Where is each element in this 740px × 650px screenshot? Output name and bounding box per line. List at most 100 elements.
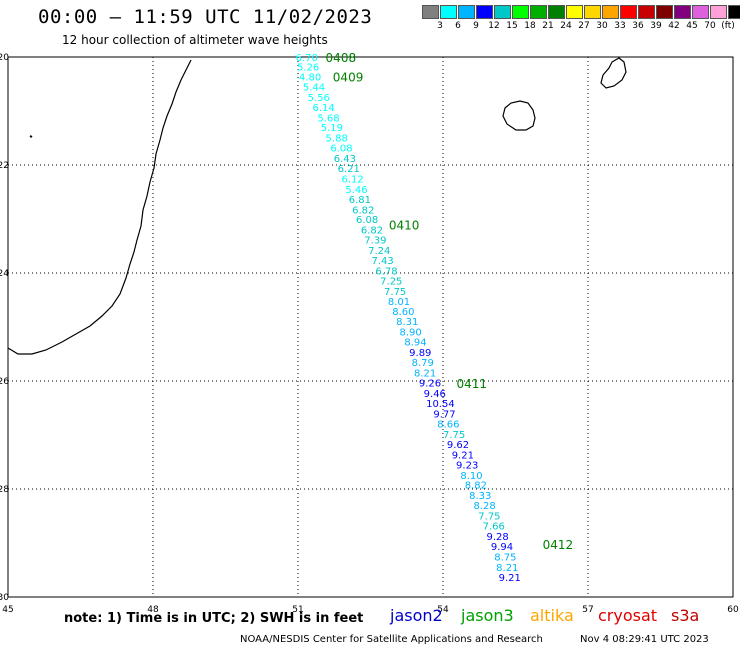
- legend-label: 6: [455, 21, 461, 31]
- legend-swatch: [530, 5, 547, 19]
- legend-label: 27: [578, 21, 590, 31]
- wave-height-reading: 9.26: [419, 379, 441, 390]
- wave-height-reading: 8.82: [465, 481, 487, 492]
- page-subtitle: 12 hour collection of altimeter wave hei…: [62, 33, 328, 47]
- lat-tick-label: -24: [0, 269, 9, 279]
- credit-timestamp: Nov 4 08:29:41 UTC 2023: [580, 634, 709, 645]
- satellite-altika: altika: [530, 606, 574, 625]
- wave-height-reading: 7.25: [380, 277, 402, 288]
- pass-time-label: 0412: [543, 538, 574, 552]
- lon-tick-label: 51: [292, 605, 303, 615]
- wave-height-reading: 7.43: [371, 256, 393, 267]
- wave-height-reading: 9.21: [452, 450, 474, 461]
- islet: [29, 135, 33, 138]
- wave-height-reading: 6.82: [361, 225, 383, 236]
- wave-height-reading: 5.19: [321, 123, 343, 134]
- lon-tick-label: 45: [2, 605, 13, 615]
- wave-height-reading: 6.82: [352, 205, 374, 216]
- wave-height-reading: 8.21: [414, 368, 436, 379]
- lat-tick-label: -20: [0, 53, 9, 63]
- legend-swatch: [692, 5, 709, 19]
- legend-swatch: [566, 5, 583, 19]
- color-legend-labels: 3 6 9 12 15 18 21 24 27 30 33 36 39 42 45 70 (ft): [422, 21, 740, 35]
- lon-tick-label: 48: [147, 605, 159, 615]
- madagascar-coastline: [7, 59, 192, 355]
- map-frame: [7, 56, 734, 598]
- wave-height-reading: 7.75: [478, 511, 500, 522]
- legend-swatch: [512, 5, 529, 19]
- wave-height-reading: 9.94: [491, 542, 513, 553]
- satellite-jason2: jason2: [390, 606, 443, 625]
- wave-height-reading: 8.75: [494, 553, 516, 564]
- legend-label: 18: [524, 21, 536, 31]
- wave-height-reading: 7.75: [384, 287, 406, 298]
- wave-height-reading: 9.28: [487, 532, 509, 543]
- legend-label: 70: [704, 21, 716, 31]
- legend-label: 39: [650, 21, 662, 31]
- lat-tick-label: -28: [0, 485, 9, 495]
- pass-time-label: 0408: [326, 51, 357, 65]
- lat-tick-label: -30: [0, 593, 9, 603]
- pass-time-label: 0411: [457, 377, 488, 391]
- credit-text: NOAA/NESDIS Center for Satellite Applica…: [240, 634, 543, 645]
- legend-label: 36: [632, 21, 644, 31]
- wave-height-reading: 8.21: [496, 563, 518, 574]
- wave-height-reading: 6.70: [296, 53, 318, 64]
- wave-height-reading: 7.75: [443, 430, 465, 441]
- legend-swatch: [620, 5, 637, 19]
- legend-label: 24: [560, 21, 572, 31]
- legend-swatch: [710, 5, 727, 19]
- wave-height-reading: 8.01: [388, 297, 410, 308]
- legend-label: 21: [542, 21, 554, 31]
- satellite-cryosat: cryosat: [598, 606, 658, 625]
- legend-swatch: [584, 5, 601, 19]
- wave-height-reading: 6.12: [342, 175, 364, 186]
- pass-time-label: 0409: [333, 70, 364, 84]
- legend-swatch: [458, 5, 475, 19]
- wave-height-reading: 9.89: [409, 348, 431, 359]
- wave-height-reading: 5.44: [303, 83, 325, 94]
- reunion-coastline: [502, 100, 536, 131]
- legend-label: 9: [473, 21, 479, 31]
- lat-tick-label: -22: [0, 161, 9, 171]
- legend-swatch: [728, 5, 740, 19]
- wave-height-reading: 9.21: [499, 573, 521, 584]
- legend-swatch: [440, 5, 457, 19]
- wave-height-reading: 8.60: [392, 307, 414, 318]
- wave-height-reading: 8.33: [469, 491, 491, 502]
- footer-note: note: 1) Time is in UTC; 2) SWH is in fe…: [64, 611, 364, 626]
- legend-label: 3: [437, 21, 443, 31]
- color-legend: [422, 5, 740, 19]
- legend-label: 33: [614, 21, 626, 31]
- wave-height-reading: 8.79: [412, 358, 434, 369]
- legend-label: 30: [596, 21, 608, 31]
- satellite-jason3: jason3: [461, 606, 514, 625]
- wave-height-reading: 5.68: [317, 113, 339, 124]
- wave-height-reading: 8.28: [473, 501, 495, 512]
- wave-height-reading: 5.56: [308, 93, 330, 104]
- wave-height-reading: 10.54: [426, 399, 455, 410]
- wave-height-reading: 6.14: [313, 103, 335, 114]
- page-title: 00:00 – 11:59 UTC 11/02/2023: [38, 6, 373, 28]
- wave-height-reading: 6.08: [356, 215, 378, 226]
- legend-label: (ft): [721, 21, 735, 31]
- wave-height-reading: 9.46: [424, 389, 446, 400]
- wave-height-reading: 9.23: [456, 461, 478, 472]
- wave-height-reading: 9.77: [433, 409, 455, 420]
- wave-height-reading: 5.26: [297, 63, 319, 74]
- legend-swatch: [548, 5, 565, 19]
- wave-height-reading: 6.21: [338, 164, 360, 175]
- wave-height-reading: 6.08: [330, 144, 352, 155]
- legend-swatch: [638, 5, 655, 19]
- legend-label: 45: [686, 21, 698, 31]
- wave-height-reading: 5.88: [326, 133, 348, 144]
- wave-height-reading: 6.43: [334, 154, 356, 165]
- wave-height-reading: 7.66: [483, 522, 505, 533]
- lat-tick-label: -26: [0, 377, 9, 387]
- wave-height-reading: 8.90: [400, 327, 422, 338]
- wave-height-reading: 4.80: [299, 72, 321, 83]
- wave-height-reading: 5.46: [345, 185, 367, 196]
- legend-swatch: [602, 5, 619, 19]
- wave-height-reading: 9.62: [447, 440, 469, 451]
